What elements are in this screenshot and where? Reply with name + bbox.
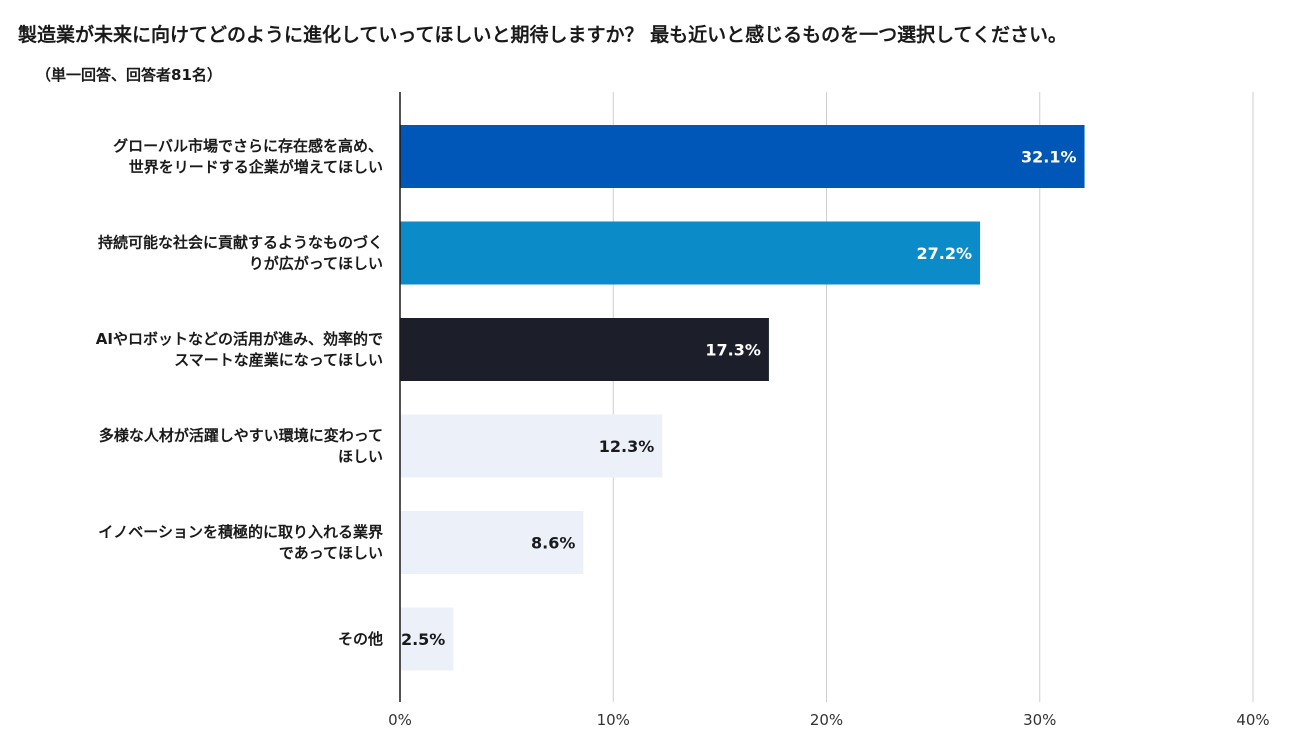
data-label: 12.3%	[599, 437, 655, 456]
category-label: イノベーションを積極的に取り入れる業界	[98, 523, 383, 541]
category-label: グローバル市場でさらに存在感を高め、	[113, 137, 383, 155]
category-label: 持続可能な社会に貢献するようなものづく	[98, 234, 383, 252]
category-label: AIやロボットなどの活用が進み、効率的で	[96, 330, 383, 348]
category-label: であってほしい	[279, 544, 383, 562]
bar	[400, 318, 769, 381]
bar	[400, 607, 454, 671]
tick-label: 0%	[388, 711, 412, 729]
data-label: 17.3%	[705, 341, 761, 360]
bar	[400, 511, 584, 574]
tick-label: 30%	[1023, 711, 1056, 729]
data-label: 2.5%	[401, 630, 445, 649]
data-label: 27.2%	[917, 244, 973, 263]
category-label: 多様な人材が活躍しやすい環境に変わって	[99, 427, 383, 445]
tick-label: 40%	[1236, 711, 1269, 729]
tick-label: 20%	[810, 711, 843, 729]
category-label: ほしい	[338, 448, 383, 466]
chart-title: 製造業が未来に向けてどのように進化していってほしいと期待しますか？ 最も近いと感…	[18, 24, 1067, 46]
bar	[400, 414, 663, 478]
tick-label: 10%	[597, 711, 630, 729]
category-label: 世界をリードする企業が増えてほしい	[129, 158, 383, 176]
data-label: 32.1%	[1021, 148, 1077, 167]
data-label: 8.6%	[531, 534, 575, 553]
chart-subtitle: （単一回答、回答者81名）	[36, 66, 222, 84]
category-label: りが広がってほしい	[249, 255, 383, 273]
bar	[400, 221, 981, 285]
category-label: その他	[338, 630, 383, 648]
bar	[400, 125, 1085, 188]
category-label: スマートな産業になってほしい	[174, 351, 383, 369]
